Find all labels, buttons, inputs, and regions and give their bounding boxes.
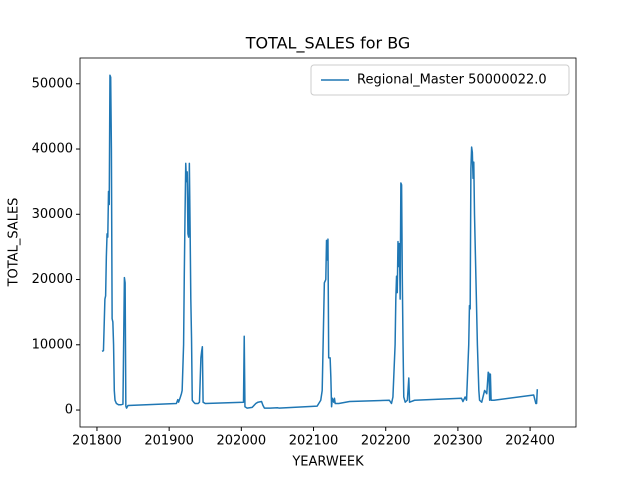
x-tick-label: 201800 bbox=[72, 434, 122, 449]
plot-frame bbox=[79, 57, 577, 428]
y-tick-label: 10000 bbox=[32, 337, 73, 352]
y-tick-label: 30000 bbox=[32, 207, 73, 222]
data-line bbox=[101, 74, 539, 409]
y-tick-label: 40000 bbox=[32, 142, 73, 157]
x-tick-label: 202100 bbox=[289, 434, 339, 449]
x-axis-label: YEARWEEK bbox=[291, 455, 364, 470]
x-tick-label: 202300 bbox=[433, 434, 483, 449]
x-tick-label: 202000 bbox=[217, 434, 267, 449]
legend-box bbox=[310, 64, 570, 96]
x-tick-label: 201900 bbox=[144, 434, 194, 449]
y-axis-label: TOTAL_SALES bbox=[7, 198, 22, 288]
y-tick-label: 20000 bbox=[32, 272, 73, 287]
y-tick-label: 50000 bbox=[32, 76, 73, 91]
y-tick-label: 0 bbox=[65, 403, 73, 418]
x-tick-label: 202200 bbox=[361, 434, 411, 449]
x-tick-label: 202400 bbox=[505, 434, 555, 449]
chart-title: TOTAL_SALES for BG bbox=[245, 34, 411, 54]
legend-label: Regional_Master 50000022.0 bbox=[357, 73, 547, 88]
